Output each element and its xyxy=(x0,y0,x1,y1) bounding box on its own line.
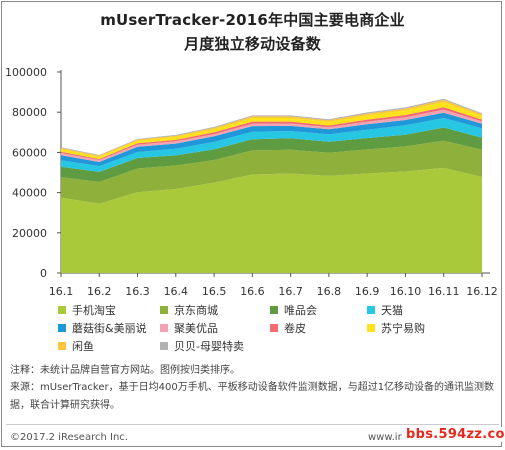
chart-title: mUserTracker-2016年中国主要电商企业 xyxy=(100,11,405,29)
area-series-8 xyxy=(61,101,482,159)
y-tick-label: 60000 xyxy=(12,146,47,159)
legend-swatch xyxy=(270,305,278,314)
area-series-2 xyxy=(61,140,482,204)
footer-divider xyxy=(6,424,499,425)
y-tick-label: 100000 xyxy=(5,66,47,79)
x-tick-label: 16.10 xyxy=(390,285,422,298)
legend-swatch xyxy=(367,323,375,332)
x-tick-label: 16.2 xyxy=(87,285,112,298)
x-tick-label: 16.7 xyxy=(278,285,303,298)
chart-source: 来源：mUserTracker，基于日均400万手机、平板移动设备软件监测数据，… xyxy=(10,382,495,411)
legend-label: 卷皮 xyxy=(284,321,306,335)
stacked-area-chart: 0 20000 40000 60000 80000 100000 16.1 16.2 16.3 1… xyxy=(5,66,498,298)
y-tick-label: 0 xyxy=(40,267,47,280)
legend-label: 天猫 xyxy=(381,303,403,317)
x-tick-label: 16.1 xyxy=(49,285,74,298)
area-series-3 xyxy=(61,127,482,182)
area-series-7 xyxy=(61,107,482,160)
legend-label: 聚美优品 xyxy=(174,321,218,335)
legend-swatch xyxy=(58,305,66,314)
legend-item: 贝贝-母婴特卖 xyxy=(160,338,270,353)
chart-note: 注释：未统计品牌自营官方网站。图例按归类排序。 xyxy=(10,365,240,376)
legend-label: 蘑菇街&美丽说 xyxy=(72,321,147,335)
copyright-text: ©2017.2 iResearch Inc. xyxy=(10,432,128,443)
legend-item: 卷皮 xyxy=(270,320,367,335)
chart-legend: 手机淘宝 京东商城 唯品会 天猫蘑菇街&美丽说 聚美优品 卷皮 苏宁易购闲鱼 贝贝-母婴特卖 xyxy=(58,302,498,353)
area-series-6 xyxy=(61,109,482,162)
x-tick-label: 16.3 xyxy=(125,285,150,298)
legend-swatch xyxy=(160,305,168,314)
legend-item: 京东商城 xyxy=(160,302,270,317)
y-tick-label: 20000 xyxy=(12,227,47,240)
legend-swatch xyxy=(58,341,66,350)
legend-item: 唯品会 xyxy=(270,302,367,317)
legend-label: 苏宁易购 xyxy=(381,321,425,335)
y-tick-label: 80000 xyxy=(12,106,47,119)
legend-item: 手机淘宝 xyxy=(58,302,160,317)
y-tick-label: 40000 xyxy=(12,187,47,200)
area-series-1 xyxy=(61,167,482,273)
x-tick-label: 16.4 xyxy=(164,285,189,298)
area-series-5 xyxy=(61,112,482,167)
x-tick-label: 16.9 xyxy=(355,285,380,298)
x-tick-label: 16.6 xyxy=(240,285,265,298)
chart-subtitle: 月度独立移动设备数 xyxy=(184,35,321,53)
legend-item: 聚美优品 xyxy=(160,320,270,335)
x-tick-label: 16.5 xyxy=(202,285,227,298)
legend-label: 手机淘宝 xyxy=(72,303,116,317)
area-series-4 xyxy=(61,118,482,172)
x-tick-label: 16.12 xyxy=(466,285,498,298)
legend-item: 天猫 xyxy=(367,302,477,317)
legend-label: 唯品会 xyxy=(284,303,317,317)
legend-swatch xyxy=(160,323,168,332)
legend-item: 蘑菇街&美丽说 xyxy=(58,320,160,335)
legend-label: 贝贝-母婴特卖 xyxy=(174,339,244,353)
legend-swatch xyxy=(367,305,375,314)
legend-swatch xyxy=(270,323,278,332)
legend-label: 闲鱼 xyxy=(72,339,94,353)
watermark-text: bbs.594zz.com xyxy=(402,427,505,442)
legend-label: 京东商城 xyxy=(174,303,218,317)
x-tick-label: 16.11 xyxy=(428,285,460,298)
legend-swatch xyxy=(58,323,66,332)
x-tick-label: 16.8 xyxy=(317,285,342,298)
legend-item: 苏宁易购 xyxy=(367,320,477,335)
legend-item: 闲鱼 xyxy=(58,338,160,353)
legend-swatch xyxy=(160,341,168,350)
